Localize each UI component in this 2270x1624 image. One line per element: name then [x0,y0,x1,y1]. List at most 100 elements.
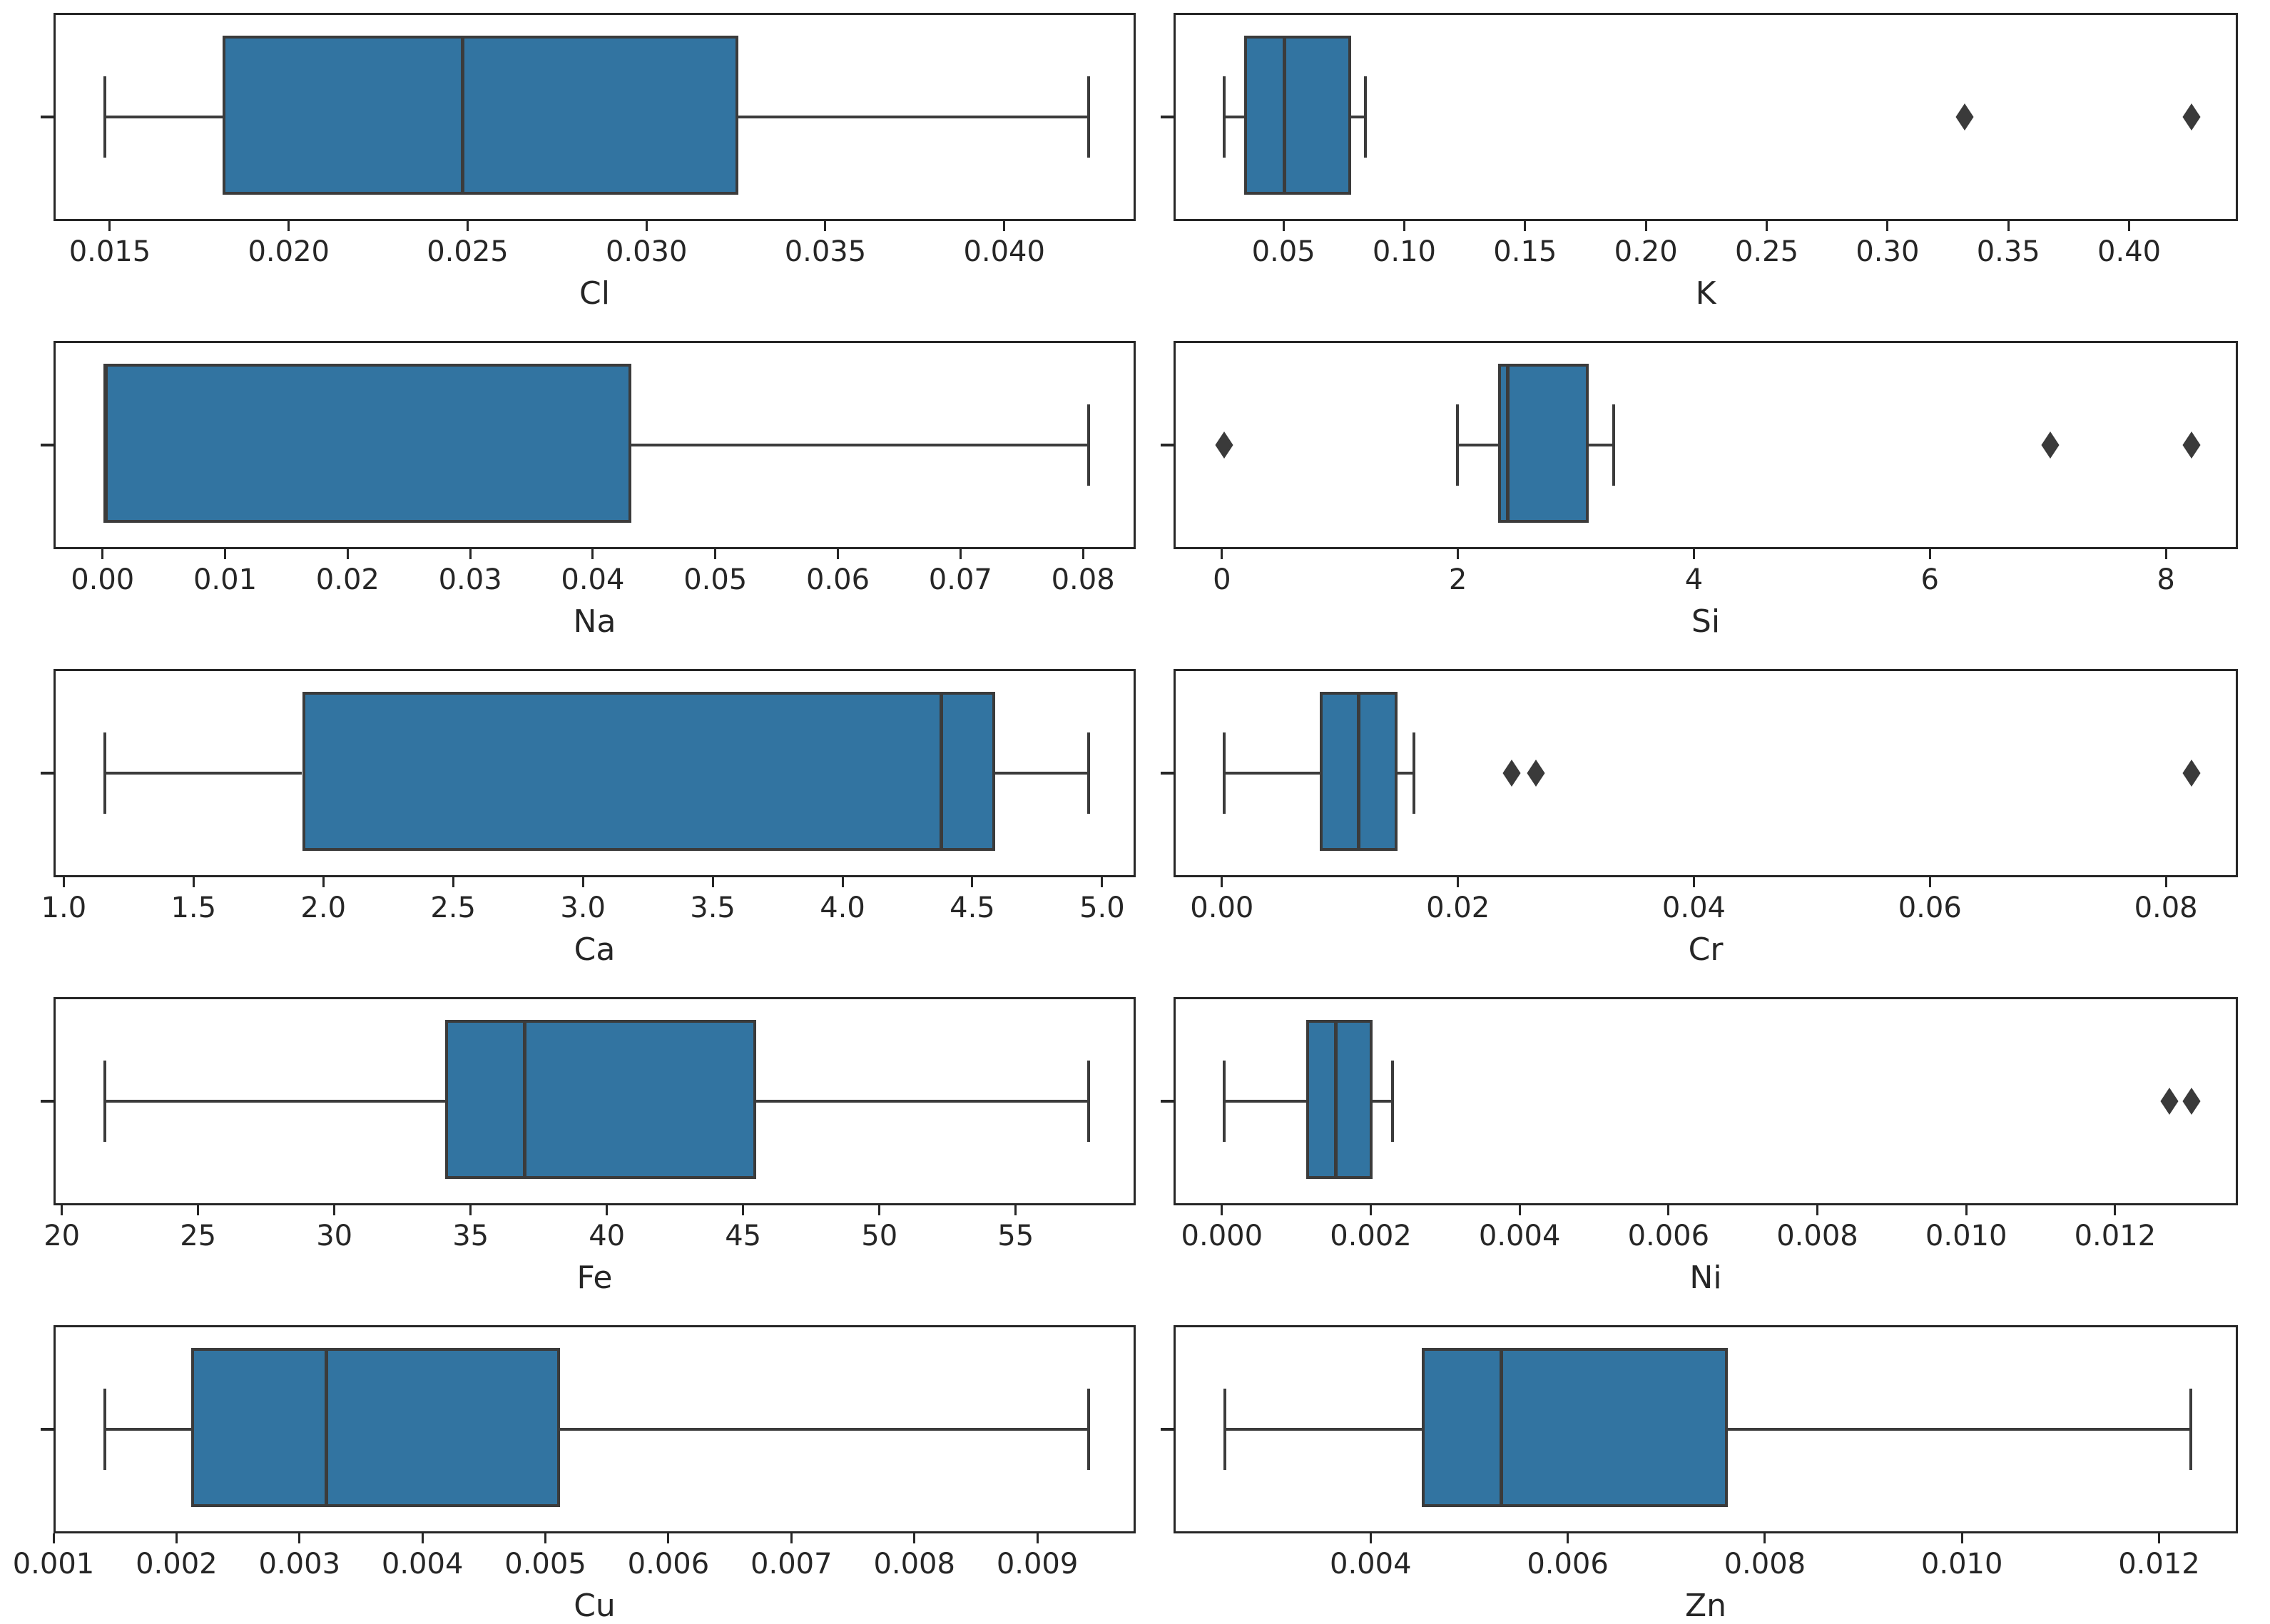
x-tick-label: 0.06 [805,563,870,596]
median-line [1283,35,1287,195]
x-tick-label: 4.5 [950,892,995,924]
plot-frame [41,669,1136,877]
outlier-diamond [1955,103,1974,131]
x-tick-mark [2007,221,2010,231]
x-tick-mark [1644,221,1647,231]
y-tick-mark [41,772,54,775]
x-tick-mark [742,1205,745,1215]
x-tick-label: 0.010 [1920,1548,2003,1580]
plot-frame [41,341,1136,549]
x-tick-label: 25 [180,1220,217,1252]
x-tick-label: 0.002 [1330,1220,1412,1252]
x-tick-label: 0.012 [2118,1548,2200,1580]
x-tick-label: 0.004 [1330,1548,1412,1580]
x-tick-label: 0.005 [504,1548,586,1580]
x-tick-mark [959,549,962,559]
y-tick-mark [1161,1100,1174,1103]
median-line [1334,1019,1338,1179]
x-tick-label: 0.007 [750,1548,833,1580]
x-tick-mark [108,221,111,231]
subplot-cl: 0.015 0.020 0.025 0.030 0.035 0.040 Cl [0,0,1136,328]
x-tick-label: 5.0 [1079,892,1125,924]
x-tick-label: 0.05 [683,563,748,596]
x-tick-label: 0.08 [2134,892,2198,924]
y-tick-mark [41,444,54,446]
outlier-diamond [1526,759,1545,787]
x-tick-mark [544,1533,547,1543]
x-tick-mark [469,549,472,559]
x-tick-label: 0.006 [627,1548,710,1580]
median-line [1505,363,1510,523]
x-tick-mark [1221,1205,1223,1215]
x-tick-label: 0.008 [1776,1220,1858,1252]
subplot-fe: 20 25 30 35 40 45 50 55 Fe [0,984,1136,1312]
x-tick-label: 0.010 [1925,1220,2007,1252]
median-line [325,1347,329,1507]
x-tick-label: 8 [2157,563,2175,596]
x-tick-label: 0.003 [258,1548,341,1580]
whisker-cap-right [1413,732,1416,814]
x-tick-label: 0.00 [71,563,135,596]
subplot-cr: 0.00 0.02 0.04 0.06 0.08 Cr [1135,656,2270,984]
x-tick-label: 30 [316,1220,353,1252]
x-tick-mark [714,549,717,559]
x-tick-mark [452,877,454,887]
outlier-diamond [2041,431,2060,459]
median-line [1499,1347,1503,1507]
x-tick-mark [1928,877,1931,887]
outlier-diamond [1215,431,1233,459]
plot-frame [1161,1325,2238,1533]
x-tick-mark [1518,1205,1521,1215]
x-tick-label: 2.0 [300,892,347,924]
x-tick-mark [1763,1533,1766,1543]
x-tick-mark [2157,1533,2160,1543]
iqr-box [1305,1019,1373,1179]
whisker-line-right [738,116,1089,118]
x-tick-mark [1692,549,1695,559]
x-tick-mark [841,877,844,887]
iqr-box [1497,363,1589,523]
x-tick-label: 0.40 [2097,235,2162,268]
whisker-cap-right [1612,404,1615,486]
whisker-cap-left [1222,1060,1226,1143]
x-tick-label: 0.04 [561,563,625,596]
x-axis-label: K [1695,275,1716,312]
plot-frame [1161,997,2238,1205]
whisker-line-left [1223,116,1244,118]
x-tick-label: 0.015 [68,235,151,268]
x-axis-label: Fe [576,1260,613,1296]
x-axis-label: Cu [574,1588,616,1624]
x-axis-label: Na [573,603,616,640]
whisker-line-right [1727,1428,2191,1431]
plot-frame [41,1325,1136,1533]
x-tick-label: 50 [861,1220,898,1252]
x-tick-mark [1036,1533,1039,1543]
iqr-box [1243,35,1351,195]
plot-frame [1161,341,2238,549]
x-tick-label: 45 [725,1220,762,1252]
x-tick-mark [469,1205,472,1215]
x-tick-mark [591,549,594,559]
x-tick-label: 0.35 [1976,235,2040,268]
x-tick-mark [667,1533,670,1543]
x-tick-label: 0.035 [784,235,867,268]
whisker-line-right [1373,1100,1393,1103]
x-tick-label: 0.08 [1051,563,1115,596]
whisker-cap-left [103,732,106,814]
median-line [103,363,107,523]
x-tick-mark [61,1205,63,1215]
x-tick-mark [1221,877,1223,887]
whisker-line-right [1350,116,1366,118]
x-tick-mark [2114,1205,2117,1215]
x-tick-label: 0.004 [1478,1220,1561,1252]
whisker-line-right [755,1100,1089,1103]
x-tick-label: 0.008 [873,1548,955,1580]
x-tick-mark [52,1533,55,1543]
whisker-cap-left [1222,732,1226,814]
x-tick-label: 0.30 [1856,235,1920,268]
y-tick-mark [1161,444,1174,446]
x-tick-label: 0.05 [1251,235,1315,268]
y-tick-mark [1161,1428,1174,1431]
x-tick-mark [1221,549,1223,559]
x-axis-label: Ca [574,931,616,968]
